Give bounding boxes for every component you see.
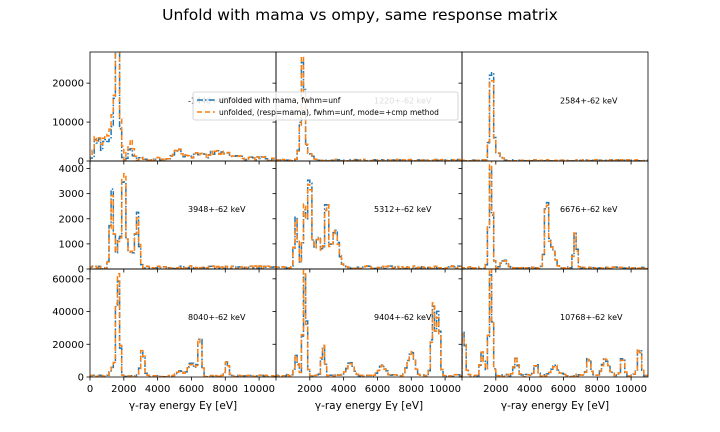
panel-energy-label: 5312+-62 keV xyxy=(374,205,432,214)
series-group xyxy=(276,269,462,377)
x-axis-label: γ-ray energy Eγ [eV] xyxy=(501,400,609,412)
series-line-mama xyxy=(90,181,276,269)
x-tick-label: 8000 xyxy=(585,384,610,395)
series-line-ompy xyxy=(90,272,276,377)
series-line-ompy xyxy=(276,183,462,269)
y-tick-label: 0 xyxy=(78,265,84,276)
y-tick-label: 3000 xyxy=(59,189,84,200)
series-line-ompy xyxy=(90,173,276,269)
series-group xyxy=(462,269,648,377)
panel-energy-label: 6676+-62 keV xyxy=(560,205,618,214)
y-tick-label: 0 xyxy=(78,373,84,384)
x-tick-label: 4000 xyxy=(331,384,356,395)
y-tick-label: 60000 xyxy=(52,274,84,285)
x-tick-label: 6000 xyxy=(179,384,204,395)
subplot-3: 2584+-62 keV xyxy=(458,51,649,165)
panel-energy-label: 8040+-62 keV xyxy=(188,313,246,322)
legend: unfolded with mama, fwhm=unf unfolded, (r… xyxy=(192,91,459,121)
subplot-8: 2000 4000 6000 8000 10000 9404+-62 keV xyxy=(272,268,463,395)
x-tick-label: 2000 xyxy=(483,384,508,395)
panel-energy-label: 9404+-62 keV xyxy=(374,313,432,322)
axes-frame xyxy=(461,268,649,378)
panel-energy-label: 2584+-62 keV xyxy=(560,97,618,106)
series-group xyxy=(462,72,648,161)
series-group xyxy=(462,161,648,269)
series-line-mama xyxy=(462,273,648,377)
x-tick-label: 8000 xyxy=(213,384,238,395)
y-tick-label: 1000 xyxy=(59,239,84,250)
y-tick-label: 10000 xyxy=(52,118,84,129)
legend-label: unfolded, (resp=mama), fwhm=unf, mode=+c… xyxy=(219,108,439,117)
x-axis-label: γ-ray energy Eγ [eV] xyxy=(315,400,423,412)
x-tick-label: 0 xyxy=(87,384,93,395)
x-tick-label: 8000 xyxy=(399,384,424,395)
x-tick-label: 2000 xyxy=(297,384,322,395)
series-group xyxy=(90,52,276,161)
y-tick-label: 20000 xyxy=(52,79,84,90)
series-group xyxy=(90,272,276,377)
panel-energy-label: 10768+-62 keV xyxy=(560,313,623,322)
y-tick-label: 2000 xyxy=(59,214,84,225)
subplot-5: 5312+-62 keV xyxy=(272,160,463,273)
y-tick-label: 4000 xyxy=(59,164,84,175)
series-line-ompy xyxy=(276,269,462,377)
series-group xyxy=(90,173,276,269)
x-tick-label: 4000 xyxy=(145,384,170,395)
x-tick-label: 6000 xyxy=(365,384,390,395)
subplot-6: 6676+-62 keV xyxy=(458,160,649,273)
legend-box xyxy=(192,91,459,121)
subplot-4: 0 1000 2000 3000 4000 3948+-62 keV xyxy=(59,160,277,276)
x-tick-label: 10000 xyxy=(615,384,647,395)
panel-energy-label: 3948+-62 keV xyxy=(188,205,246,214)
series-line-ompy xyxy=(462,269,648,377)
y-tick-label: 0 xyxy=(78,157,84,168)
x-tick-label: 10000 xyxy=(429,384,461,395)
series-line-ompy xyxy=(462,161,648,269)
series-group xyxy=(276,179,462,269)
x-tick-label: 4000 xyxy=(517,384,542,395)
figure-title: Unfold with mama vs ompy, same response … xyxy=(162,6,558,24)
x-tick-label: 2000 xyxy=(111,384,136,395)
x-tick-label: 10000 xyxy=(243,384,275,395)
x-axis-label: γ-ray energy Eγ [eV] xyxy=(129,400,237,412)
y-tick-label: 20000 xyxy=(52,340,84,351)
x-tick-label: 6000 xyxy=(551,384,576,395)
series-line-mama xyxy=(276,179,462,269)
y-tick-label: 40000 xyxy=(52,307,84,318)
series-line-mama xyxy=(462,72,648,161)
subplot-9: 2000 4000 6000 8000 10000 10768+-62 keV xyxy=(458,268,649,395)
series-line-ompy xyxy=(90,52,276,161)
legend-label: unfolded with mama, fwhm=unf xyxy=(219,96,341,105)
